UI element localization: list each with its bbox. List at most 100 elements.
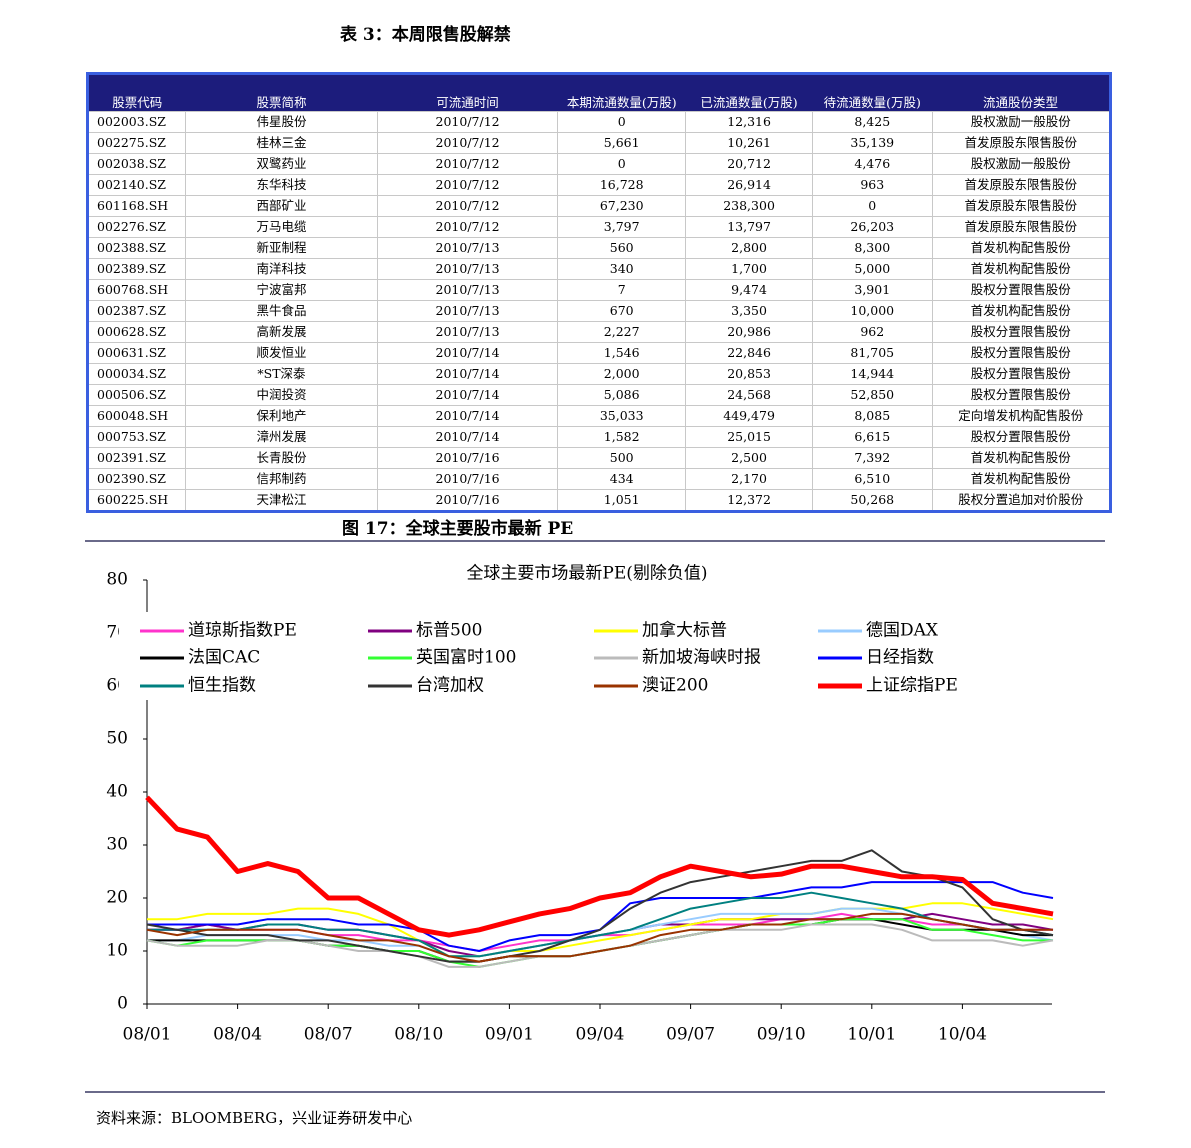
- legend-label: 上证综指PE: [866, 676, 958, 696]
- table-cell: 2010/7/13: [376, 237, 559, 259]
- table-row: 002388.SZ 新亚制程 2010/7/13 560 2,800 8,300 首发机构配…: [86, 237, 1112, 259]
- y-tick-label: 30: [106, 835, 128, 855]
- table-cell: 2010/7/16: [376, 447, 559, 469]
- table-cell: 002140.SZ: [86, 174, 187, 196]
- table-cell: 万马电缆: [185, 216, 378, 238]
- legend-box: [119, 612, 1060, 700]
- table-cell: 首发原股东限售股份: [931, 132, 1112, 154]
- table-cell: 560: [557, 237, 687, 259]
- table-row: 600225.SH 天津松江 2010/7/16 1,051 12,372 50,268 股…: [86, 489, 1112, 512]
- table-cell: 962: [811, 321, 933, 343]
- table-cell: 首发原股东限售股份: [931, 174, 1112, 196]
- table-cell: 000034.SZ: [86, 363, 187, 385]
- table-cell: 13,797: [685, 216, 813, 238]
- table-cell: 963: [811, 174, 933, 196]
- table-cell: 信邦制药: [185, 468, 378, 490]
- table-cell: 首发机构配售股份: [931, 258, 1112, 280]
- table-cell: 6,510: [811, 468, 933, 490]
- table-cell: 002387.SZ: [86, 300, 187, 322]
- table-cell: 67,230: [557, 195, 687, 217]
- table-cell: 002389.SZ: [86, 258, 187, 280]
- header-cell: 待流通数量(万股): [812, 73, 933, 112]
- table-cell: 12,372: [685, 489, 813, 512]
- table-cell: 天津松江: [185, 489, 378, 512]
- table-cell: 2010/7/14: [376, 426, 559, 448]
- legend-label: 澳证200: [642, 676, 708, 696]
- table-cell: 14,944: [811, 363, 933, 385]
- table-cell: 670: [557, 300, 687, 322]
- table-cell: 首发机构配售股份: [931, 468, 1112, 490]
- legend-label: 德国DAX: [866, 621, 939, 641]
- table-cell: 伟星股份: [185, 111, 378, 133]
- table-cell: 000631.SZ: [86, 342, 187, 364]
- table-cell: 南洋科技: [185, 258, 378, 280]
- table-row: 002140.SZ 东华科技 2010/7/12 16,728 26,914 963 首发原…: [86, 174, 1112, 196]
- table-cell: 3,797: [557, 216, 687, 238]
- table-cell: 20,712: [685, 153, 813, 175]
- header-cell: 可流通时间: [377, 73, 558, 112]
- table-row: 600048.SH 保利地产 2010/7/14 35,033 449,479 8,085…: [86, 405, 1112, 427]
- table-cell: 002276.SZ: [86, 216, 187, 238]
- table-cell: 5,000: [811, 258, 933, 280]
- table-cell: 0: [811, 195, 933, 217]
- series-line: [146, 849, 1054, 963]
- table-cell: 600768.SH: [86, 279, 187, 301]
- table-row: 000753.SZ 漳州发展 2010/7/14 1,582 25,015 6,615 股权…: [86, 426, 1112, 448]
- table-cell: 2010/7/16: [376, 468, 559, 490]
- table-cell: 1,546: [557, 342, 687, 364]
- legend-label: 新加坡海峡时报: [642, 648, 761, 668]
- divider: [85, 1091, 1105, 1093]
- table-row: 002003.SZ 伟星股份 2010/7/12 0 12,316 8,425 股权激励一般…: [86, 111, 1112, 133]
- table-cell: 10,261: [685, 132, 813, 154]
- x-tick-label: 08/10: [394, 1025, 443, 1045]
- table-cell: 股权分置限售股份: [931, 426, 1112, 448]
- table-cell: 81,705: [811, 342, 933, 364]
- table-cell: 保利地产: [185, 405, 378, 427]
- table-cell: 高新发展: [185, 321, 378, 343]
- table-cell: 0: [557, 153, 687, 175]
- x-tick-label: 09/01: [485, 1025, 534, 1045]
- chart-title: 全球主要市场最新PE(剔除负值): [466, 564, 707, 584]
- header-cell: 股票简称: [185, 73, 378, 112]
- series-line: [146, 912, 1053, 963]
- table-cell: 黑牛食品: [185, 300, 378, 322]
- table-cell: 7: [557, 279, 687, 301]
- table-cell: 顺发恒业: [185, 342, 378, 364]
- legend-label: 恒生指数: [188, 676, 256, 696]
- table-cell: 股权分置追加对价股份: [931, 489, 1112, 512]
- table-cell: 西部矿业: [185, 195, 378, 217]
- table-cell: 2,000: [557, 363, 687, 385]
- table-cell: 6,615: [811, 426, 933, 448]
- table-cell: 2010/7/12: [376, 216, 559, 238]
- x-tick-label: 08/01: [123, 1025, 172, 1045]
- table-cell: 2010/7/13: [376, 279, 559, 301]
- table-row: 002387.SZ 黑牛食品 2010/7/13 670 3,350 10,000 首发机构…: [86, 300, 1112, 322]
- x-tick-label: 09/10: [757, 1025, 806, 1045]
- table-cell: 601168.SH: [86, 195, 187, 217]
- table-cell: 24,568: [685, 384, 813, 406]
- table-cell: 22,846: [685, 342, 813, 364]
- legend-label: 台湾加权: [416, 676, 484, 696]
- table-cell: 长青股份: [185, 447, 378, 469]
- table-cell: 12,316: [685, 111, 813, 133]
- legend-label: 日经指数: [866, 648, 934, 668]
- table-cell: 首发机构配售股份: [931, 237, 1112, 259]
- table-cell: 2010/7/12: [376, 174, 559, 196]
- table-cell: 股权分置限售股份: [931, 279, 1112, 301]
- table-cell: 10,000: [811, 300, 933, 322]
- table-cell: 238,300: [685, 195, 813, 217]
- table-cell: 3,350: [685, 300, 813, 322]
- table-cell: 2010/7/12: [376, 111, 559, 133]
- series-line: [147, 891, 1054, 958]
- table-cell: 52,850: [811, 384, 933, 406]
- table-cell: 5,661: [557, 132, 687, 154]
- table-row: 601168.SH 西部矿业 2010/7/12 67,230 238,300 0 首发原股…: [86, 195, 1112, 217]
- table-cell: 新亚制程: [185, 237, 378, 259]
- x-tick-label: 08/04: [213, 1025, 262, 1045]
- table-cell: 002388.SZ: [86, 237, 187, 259]
- table-cell: 20,853: [685, 363, 813, 385]
- table-cell: 8,425: [811, 111, 933, 133]
- series-line: [145, 795, 1054, 938]
- x-tick-label: 08/07: [304, 1025, 353, 1045]
